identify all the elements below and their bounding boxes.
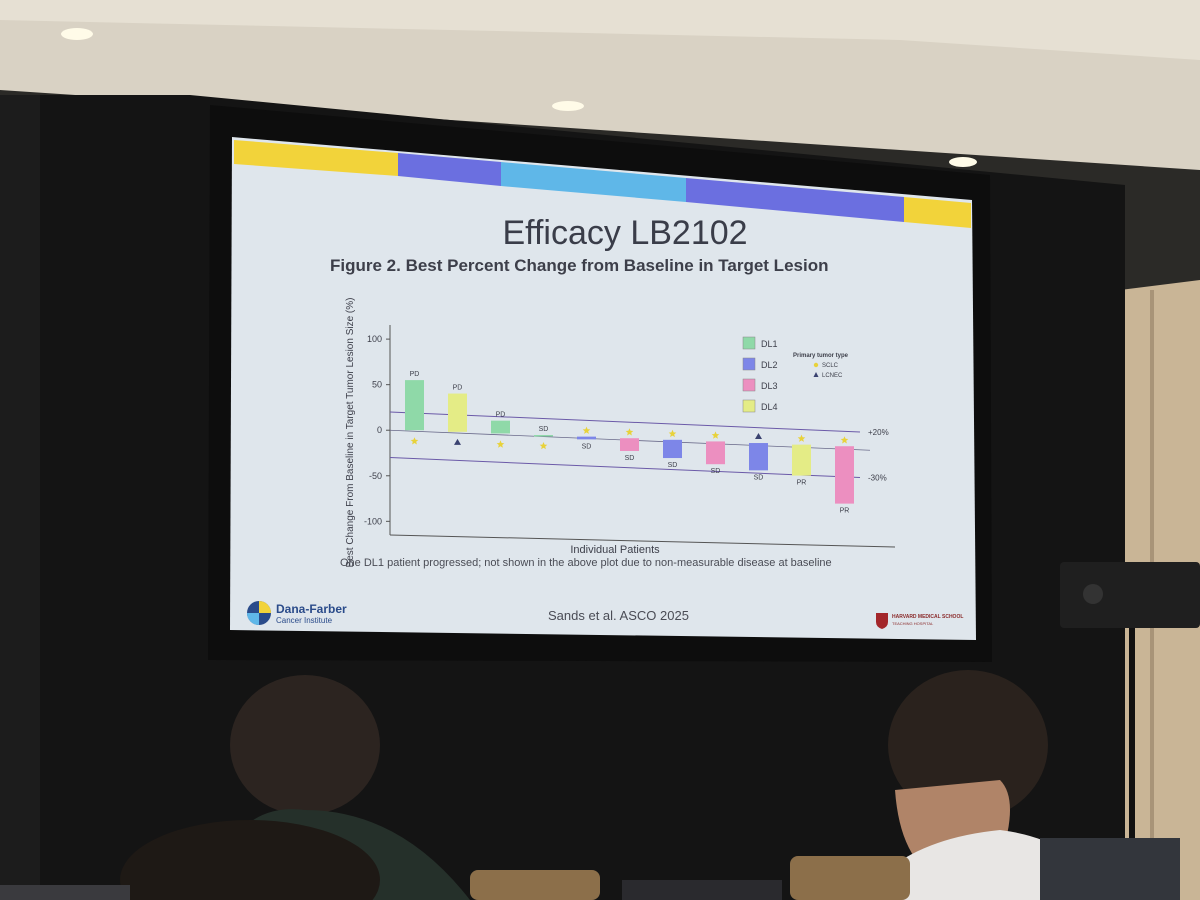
banner-segment (501, 162, 686, 202)
ceiling-light (949, 157, 977, 167)
legend-swatch (742, 336, 756, 350)
chart-footnote: One DL1 patient progressed; not shown in… (340, 557, 832, 569)
response-label: PD (410, 371, 420, 378)
speaker (1060, 562, 1200, 628)
bars (405, 380, 854, 504)
bar (835, 446, 854, 504)
star-marker (711, 431, 720, 439)
legend-label: DL1 (761, 339, 778, 349)
tumor-legend-label: SCLC (822, 363, 839, 369)
bar (749, 443, 768, 471)
response-label: PR (840, 508, 850, 515)
banner-segment (398, 153, 501, 186)
waterfall-chart: 100 50 0 -50 -100 Best Change From Baseline i… (345, 298, 896, 567)
bar (448, 393, 467, 432)
ceiling-light (61, 28, 93, 40)
triangle-marker (454, 438, 461, 445)
response-label: PD (496, 412, 506, 419)
response-label: SD (539, 426, 549, 433)
response-label: SD (668, 462, 678, 469)
star-marker (410, 437, 419, 445)
banner-segment (904, 197, 971, 228)
response-label: PD (453, 385, 463, 392)
y-axis: 100 50 0 -50 -100 Best Change From Baseline i… (345, 298, 896, 568)
bar (620, 438, 639, 451)
legend-swatch (742, 378, 756, 392)
star-marker (625, 428, 634, 436)
dana-farber-logo-icon (247, 601, 271, 625)
bar (792, 444, 811, 476)
harvard-logo: HARVARD MEDICAL SCHOOL TEACHING HOSPITAL (876, 613, 976, 633)
bar (491, 420, 510, 434)
triangle-marker (755, 433, 762, 440)
y-tick-label: 50 (372, 380, 382, 390)
reference-lines: +20% -30% (389, 411, 889, 483)
star-marker (539, 442, 548, 450)
response-label: SD (754, 474, 764, 481)
citation: Sands et al. ASCO 2025 (548, 608, 689, 623)
x-axis-line (389, 534, 896, 548)
y-tick-label: -100 (364, 516, 382, 526)
x-axis-label: Individual Patients (570, 544, 660, 556)
tumor-legend-label: LCNEC (822, 373, 843, 379)
legend: DL1 DL2 DL3 DL4 Primary tumor type SCLC LCNEC (742, 336, 849, 413)
reference-line (389, 457, 861, 479)
bar (405, 380, 424, 431)
reference-line (389, 411, 861, 433)
star-marker (668, 429, 677, 438)
response-label: SD (582, 443, 592, 450)
dana-farber-sub: Cancer Institute (276, 616, 333, 625)
legend-label: DL2 (761, 360, 778, 370)
figure-caption: Figure 2. Best Percent Change from Basel… (330, 256, 829, 275)
bar (663, 439, 682, 459)
response-label: SD (625, 455, 635, 462)
tumor-markers (410, 426, 849, 450)
y-tick-label: -50 (369, 471, 382, 481)
y-tick-label: 0 (377, 425, 382, 435)
dana-farber-logo: Dana-Farber Cancer Institute (246, 600, 366, 630)
harvard-sub: TEACHING HOSPITAL (892, 621, 934, 626)
legend-label: DL3 (761, 381, 778, 391)
projection-screen (230, 137, 976, 640)
y-tick-label: 100 (367, 334, 382, 344)
dana-farber-name: Dana-Farber (276, 602, 347, 616)
y-axis-label: Best Change From Baseline in Target Tumo… (345, 298, 356, 568)
audience-head (120, 820, 380, 900)
bar (534, 435, 553, 437)
star-marker (582, 426, 591, 434)
response-label: SD (711, 468, 721, 475)
star-marker (496, 440, 505, 448)
response-labels: PD PD PD SD SD SD SD SD SD PR PR (410, 371, 850, 515)
tumor-legend-title: Primary tumor type (793, 353, 849, 359)
bar (577, 436, 596, 440)
legend-swatch (742, 399, 756, 413)
reference-line-label: -30% (868, 474, 887, 483)
banner-segment (686, 178, 904, 222)
legend-star-marker (813, 362, 819, 368)
audience-head (888, 670, 1048, 820)
response-label: PR (797, 480, 807, 487)
bar (706, 441, 725, 465)
legend-swatch (742, 357, 756, 371)
star-marker (797, 434, 806, 442)
shield-icon (876, 613, 888, 629)
legend-label: DL4 (761, 402, 778, 412)
ceiling-light (552, 101, 584, 111)
banner-segment (234, 140, 398, 176)
legend-triangle-marker (813, 372, 819, 377)
harvard-name: HARVARD MEDICAL SCHOOL (892, 614, 964, 620)
reference-line-label: +20% (868, 428, 889, 437)
star-marker (840, 436, 849, 444)
slide-title: Efficacy LB2102 (502, 214, 748, 252)
audience-head (230, 675, 380, 815)
